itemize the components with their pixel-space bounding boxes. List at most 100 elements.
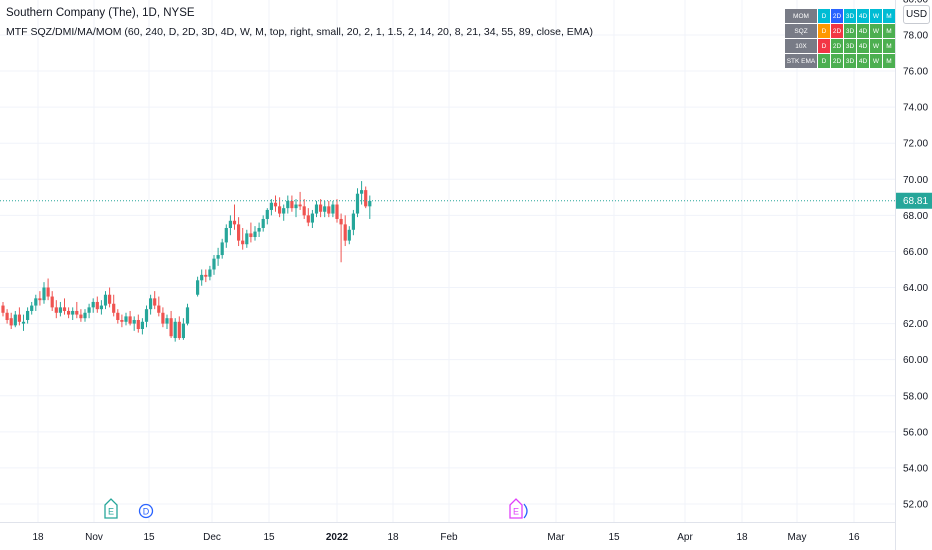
candle — [290, 195, 294, 212]
candle-body — [99, 305, 103, 310]
dividend-badge — [138, 503, 154, 519]
candle — [335, 199, 339, 223]
candle-body — [257, 227, 261, 232]
candle-body — [364, 190, 368, 207]
candle-body — [83, 312, 87, 319]
candle-body — [294, 204, 298, 209]
candle — [71, 307, 75, 320]
candle — [204, 269, 208, 283]
candle-body — [75, 310, 79, 315]
candle-body — [282, 208, 286, 214]
candle-body — [149, 298, 153, 310]
indicator-title[interactable]: MTF SQZ/DMI/MA/MOM (60, 240, D, 2D, 3D, … — [6, 26, 594, 38]
candle-body — [157, 305, 161, 313]
earnings-marker[interactable]: E — [509, 498, 523, 519]
candle — [169, 310, 173, 339]
time-tick-label: Dec — [203, 532, 221, 543]
price-tick-label: 72.00 — [903, 139, 928, 150]
candle-body — [140, 321, 144, 330]
mtf-cell: 2D — [831, 24, 843, 38]
candle — [241, 227, 245, 250]
candle-body — [17, 314, 21, 322]
event-letter: E — [108, 507, 114, 517]
mtf-row-label: STK EMA — [785, 54, 817, 68]
candle — [261, 215, 265, 232]
mtf-cell: 3D — [844, 24, 856, 38]
chart-grid — [0, 0, 895, 522]
candle — [136, 314, 140, 333]
price-tick-label: 70.00 — [903, 175, 928, 186]
currency-button[interactable]: USD — [903, 5, 930, 24]
candle-body — [38, 298, 42, 301]
dividend-marker[interactable]: D — [138, 503, 154, 519]
candle — [30, 301, 34, 315]
time-tick-label: Nov — [85, 532, 103, 543]
candle-body — [216, 255, 220, 259]
candle — [294, 199, 298, 218]
candle — [249, 222, 253, 243]
candle-body — [144, 309, 149, 322]
candle-body — [360, 190, 364, 194]
candle-body — [124, 316, 128, 322]
candle-body — [355, 193, 360, 214]
mtf-row: 10X D 2D 3D 4D W M — [785, 39, 895, 53]
mtf-cell: W — [870, 54, 882, 68]
mtf-row: STK EMA D 2D 3D 4D W M — [785, 54, 895, 68]
mtf-cell: D — [818, 54, 830, 68]
mtf-cell: 4D — [857, 24, 869, 38]
price-tick-label: 80.00 — [903, 0, 928, 5]
price-axis: 52.00 54.00 56.00 58.00 60.00 62.00 64.00 66.00… — [903, 0, 928, 511]
candle-body — [120, 319, 124, 322]
candle-body — [319, 204, 323, 212]
time-tick-label: 15 — [263, 532, 275, 543]
candle-body — [204, 274, 208, 277]
candle — [108, 287, 112, 308]
candle — [34, 294, 38, 311]
candle-body — [220, 242, 224, 256]
candle — [21, 314, 26, 331]
earnings-marker[interactable]: E — [104, 498, 118, 519]
candle-body — [165, 318, 169, 324]
candle — [67, 307, 71, 319]
time-axis[interactable]: 18 Nov 15 Dec 15 2022 18 Feb Mar 15 Apr 18 May 16 — [32, 532, 860, 543]
mtf-cell: 2D — [831, 9, 843, 23]
candle — [286, 195, 290, 214]
candle-body — [58, 307, 62, 313]
candle — [157, 296, 161, 317]
price-tick-label: 74.00 — [903, 103, 928, 114]
candle — [173, 318, 177, 342]
candle-body — [200, 274, 204, 281]
candle — [339, 213, 343, 263]
candle-body — [368, 200, 372, 207]
candle — [42, 282, 46, 304]
candle-body — [237, 224, 241, 241]
candle-body — [212, 258, 216, 270]
candle — [120, 314, 124, 328]
candle — [62, 298, 67, 315]
candle-body — [314, 204, 319, 214]
candle — [368, 195, 372, 219]
time-tick-label: Feb — [440, 532, 458, 543]
mtf-cell: W — [870, 24, 882, 38]
mtf-status-table: MOM D 2D 3D 4D W M SQZ D 2D 3D 4D W M 10X D 2D 3D 4D W M STK … — [784, 8, 896, 69]
candle-body — [232, 220, 237, 225]
event-group-bracket — [523, 503, 528, 519]
candle-body — [9, 318, 13, 326]
symbol-title[interactable]: Southern Company (The), 1D, NYSE — [6, 7, 195, 19]
earnings-badge — [104, 498, 118, 519]
candle — [99, 300, 103, 315]
mtf-row: MOM D 2D 3D 4D W M — [785, 9, 895, 23]
time-tick-label: 18 — [32, 532, 44, 543]
candle — [257, 222, 261, 238]
event-letter: E — [513, 507, 519, 517]
candle-body — [112, 303, 116, 313]
candle — [310, 209, 314, 228]
candle-body — [95, 301, 99, 310]
candle — [116, 309, 120, 324]
candle-body — [71, 310, 75, 315]
candle-body — [224, 227, 228, 243]
mtf-row-label: 10X — [785, 39, 817, 53]
candle-body — [42, 287, 46, 301]
